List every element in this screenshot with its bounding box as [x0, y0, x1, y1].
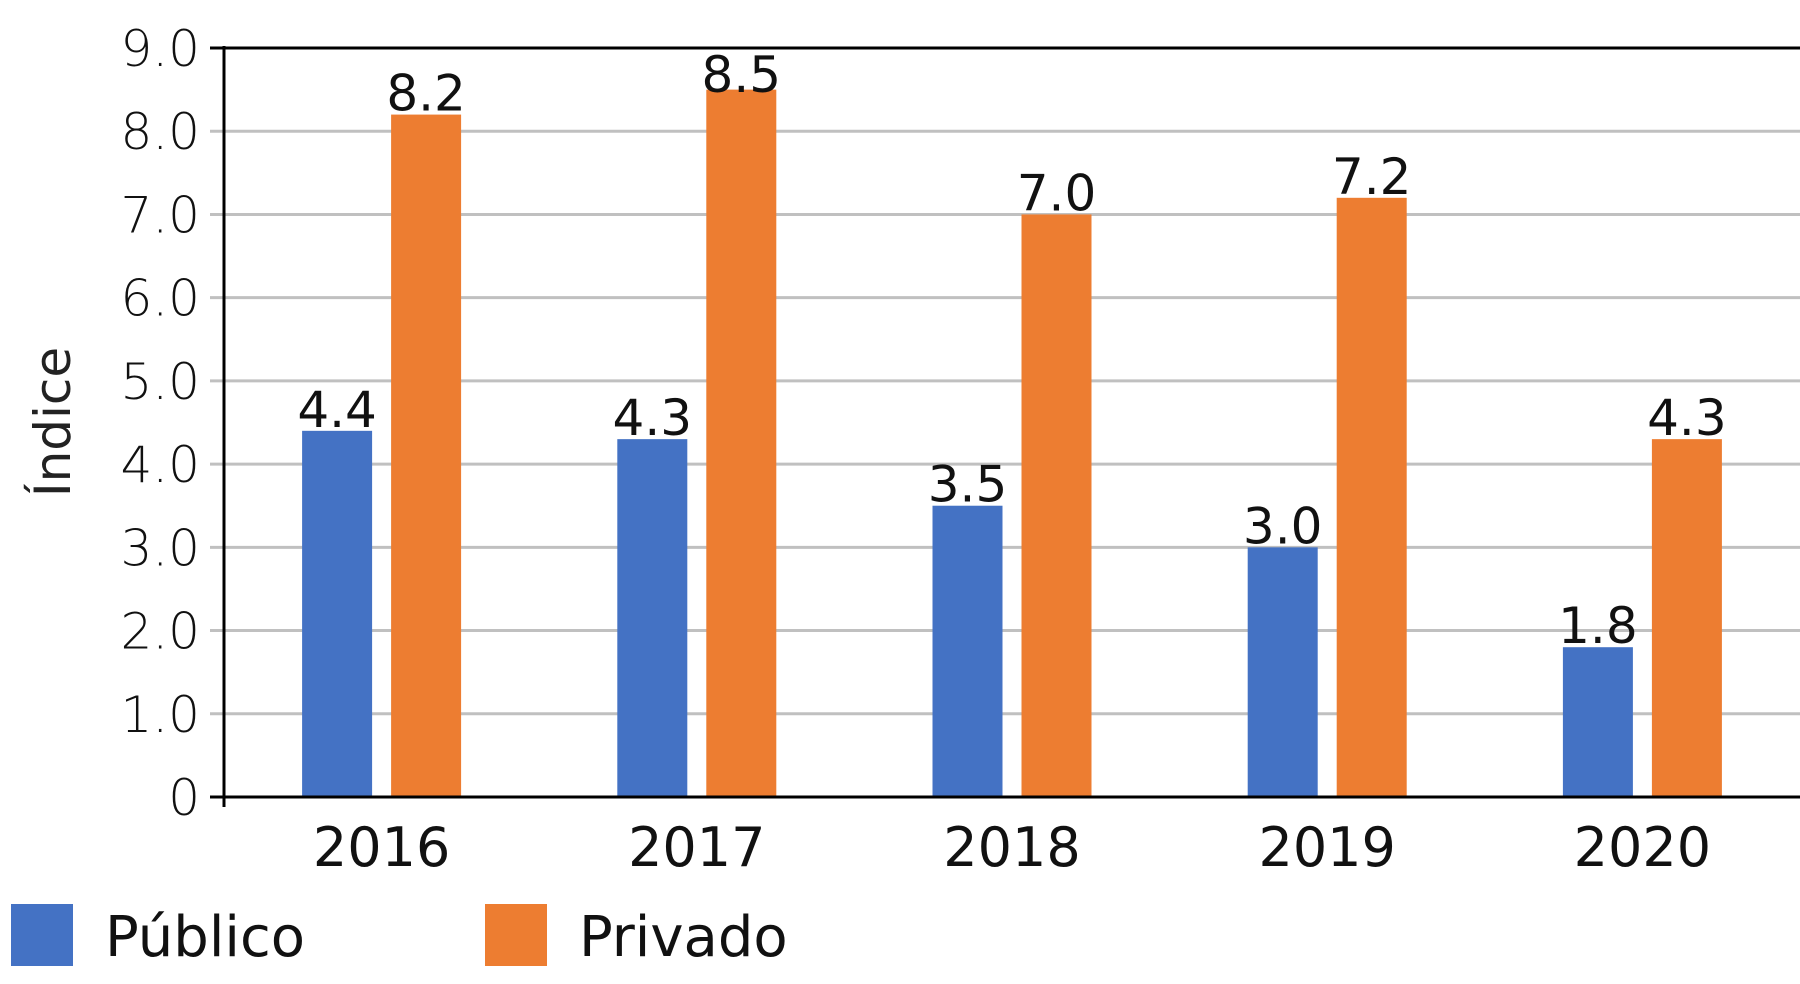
bar-privado	[1021, 214, 1092, 797]
y-tick-label: 3.0	[120, 519, 200, 577]
y-tick-label: 0	[168, 769, 200, 827]
legend-label: Privado	[579, 905, 788, 970]
data-label: 4.4	[297, 381, 377, 439]
data-label: 3.0	[1243, 497, 1323, 555]
bar-privado	[391, 114, 462, 798]
bar-publico	[1247, 547, 1318, 797]
y-tick-label: 9.0	[120, 20, 200, 78]
gridlines	[210, 129, 1800, 716]
legend-swatch	[485, 904, 547, 966]
legend-item-publico: Público	[11, 904, 305, 970]
y-tick-label: 2.0	[120, 603, 200, 661]
x-tick-labels: 2016 2017 2018 2019 2020	[313, 816, 1711, 879]
y-tick-labels: 0 1.0 2.0 3.0 4.0 5.0 6.0 7.0 8.0 9.0	[120, 20, 200, 827]
data-label: 8.5	[702, 46, 782, 104]
bar-publico	[932, 505, 1003, 797]
y-tick-label: 7.0	[120, 186, 200, 244]
y-tick-label: 5.0	[120, 353, 200, 411]
data-label: 1.8	[1558, 597, 1638, 655]
data-label: 4.3	[613, 389, 693, 447]
bar-publico	[302, 430, 373, 797]
legend-item-privado: Privado	[485, 904, 788, 970]
axes	[210, 46, 1800, 807]
data-label: 3.5	[928, 456, 1008, 514]
legend-swatch	[11, 904, 73, 966]
data-label: 4.3	[1647, 389, 1727, 447]
bar-privado	[1336, 197, 1407, 798]
x-tick-label: 2020	[1574, 816, 1711, 879]
y-tick-label: 4.0	[120, 436, 200, 494]
bars	[302, 89, 1722, 798]
y-tick-label: 8.0	[120, 103, 200, 161]
data-label: 8.2	[386, 65, 466, 123]
bar-publico	[617, 439, 688, 797]
y-tick-label: 1.0	[120, 686, 200, 744]
y-axis-label: Índice	[23, 347, 82, 497]
x-tick-label: 2016	[313, 816, 450, 879]
x-tick-label: 2019	[1258, 816, 1395, 879]
bar-privado	[1651, 439, 1722, 797]
legend: Público Privado	[11, 904, 788, 970]
x-tick-label: 2018	[943, 816, 1080, 879]
bar-publico	[1562, 647, 1633, 797]
data-labels: 4.4 8.2 4.3 8.5 3.5 7.0 3.0 7.2 1.8 4.3	[297, 46, 1726, 655]
data-label: 7.2	[1332, 148, 1412, 206]
legend-label: Público	[105, 905, 305, 970]
bar-privado	[706, 89, 777, 798]
data-label: 7.0	[1017, 164, 1097, 222]
y-tick-label: 6.0	[120, 270, 200, 328]
x-tick-label: 2017	[628, 816, 765, 879]
